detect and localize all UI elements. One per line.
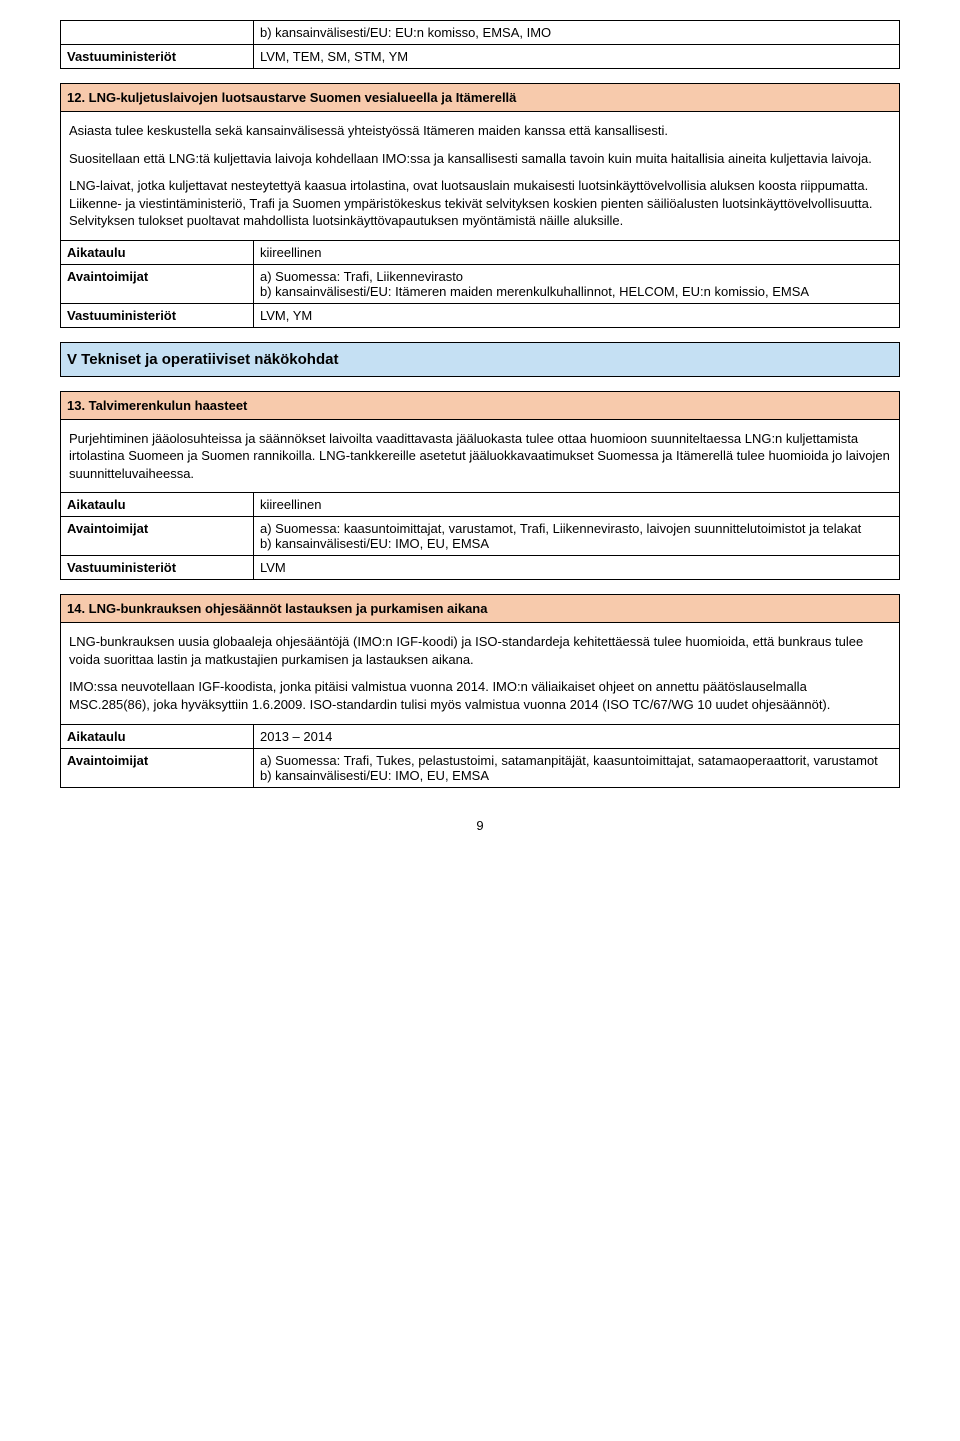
aikataulu-label-12: Aikataulu (61, 240, 254, 264)
h13-avain-b: b) kansainvälisesti/EU: IMO, EU, EMSA (260, 536, 893, 551)
vastuu-label-13: Vastuuministeriöt (61, 556, 254, 580)
vastuu-value-13: LVM (254, 556, 900, 580)
aikataulu-label-13: Aikataulu (61, 493, 254, 517)
spacer (60, 328, 900, 342)
h14-avain-b: b) kansainvälisesti/EU: IMO, EU, EMSA (260, 768, 893, 783)
heading-14: 14. LNG-bunkrauksen ohjesäännöt lastauks… (61, 595, 900, 623)
body-13: Purjehtiminen jääolosuhteissa ja säännök… (61, 419, 900, 493)
h12-avain-a: a) Suomessa: Trafi, Liikennevirasto (260, 269, 893, 284)
spacer (60, 69, 900, 83)
avain-value-13: a) Suomessa: kaasuntoimittajat, varustam… (254, 517, 900, 556)
avain-value-14: a) Suomessa: Trafi, Tukes, pelastustoimi… (254, 748, 900, 787)
h13-avain-a: a) Suomessa: kaasuntoimittajat, varustam… (260, 521, 893, 536)
vastuu-value-top: LVM, TEM, SM, STM, YM (254, 45, 900, 69)
avain-label-13: Avaintoimijat (61, 517, 254, 556)
top-empty-label (61, 21, 254, 45)
section-v-title: V Tekniset ja operatiiviset näkökohdat (61, 342, 900, 376)
h13-p1: Purjehtiminen jääolosuhteissa ja säännök… (69, 430, 891, 483)
h14-p1: LNG-bunkrauksen uusia globaaleja ohjesää… (69, 633, 891, 668)
page-number: 9 (60, 818, 900, 833)
section-12-table: 12. LNG-kuljetuslaivojen luotsaustarve S… (60, 83, 900, 328)
top-b-text: b) kansainvälisesti/EU: EU:n komisso, EM… (260, 25, 893, 40)
body-12: Asiasta tulee keskustella sekä kansainvä… (61, 112, 900, 241)
top-b-line: b) kansainvälisesti/EU: EU:n komisso, EM… (254, 21, 900, 45)
vastuu-label-top: Vastuuministeriöt (61, 45, 254, 69)
h14-avain-a: a) Suomessa: Trafi, Tukes, pelastustoimi… (260, 753, 893, 768)
vastuu-value-12: LVM, YM (254, 303, 900, 327)
aikataulu-value-13: kiireellinen (254, 493, 900, 517)
spacer (60, 377, 900, 391)
avain-value-12: a) Suomessa: Trafi, Liikennevirasto b) k… (254, 264, 900, 303)
section-13-table: 13. Talvimerenkulun haasteet Purjehtimin… (60, 391, 900, 581)
avain-label-12: Avaintoimijat (61, 264, 254, 303)
h12-avain-b: b) kansainvälisesti/EU: Itämeren maiden … (260, 284, 893, 299)
section-v-table: V Tekniset ja operatiiviset näkökohdat (60, 342, 900, 377)
heading-13: 13. Talvimerenkulun haasteet (61, 391, 900, 419)
avain-label-14: Avaintoimijat (61, 748, 254, 787)
heading-12: 12. LNG-kuljetuslaivojen luotsaustarve S… (61, 84, 900, 112)
section-14-table: 14. LNG-bunkrauksen ohjesäännöt lastauks… (60, 594, 900, 787)
page: b) kansainvälisesti/EU: EU:n komisso, EM… (0, 0, 960, 873)
h14-p2: IMO:ssa neuvotellaan IGF-koodista, jonka… (69, 678, 891, 713)
top-table: b) kansainvälisesti/EU: EU:n komisso, EM… (60, 20, 900, 69)
aikataulu-value-14: 2013 – 2014 (254, 724, 900, 748)
h12-p2: Suositellaan että LNG:tä kuljettavia lai… (69, 150, 891, 168)
aikataulu-value-12: kiireellinen (254, 240, 900, 264)
h12-p1: Asiasta tulee keskustella sekä kansainvä… (69, 122, 891, 140)
aikataulu-label-14: Aikataulu (61, 724, 254, 748)
h12-p3: LNG-laivat, jotka kuljettavat nesteytett… (69, 177, 891, 230)
vastuu-label-12: Vastuuministeriöt (61, 303, 254, 327)
spacer (60, 580, 900, 594)
body-14: LNG-bunkrauksen uusia globaaleja ohjesää… (61, 623, 900, 724)
